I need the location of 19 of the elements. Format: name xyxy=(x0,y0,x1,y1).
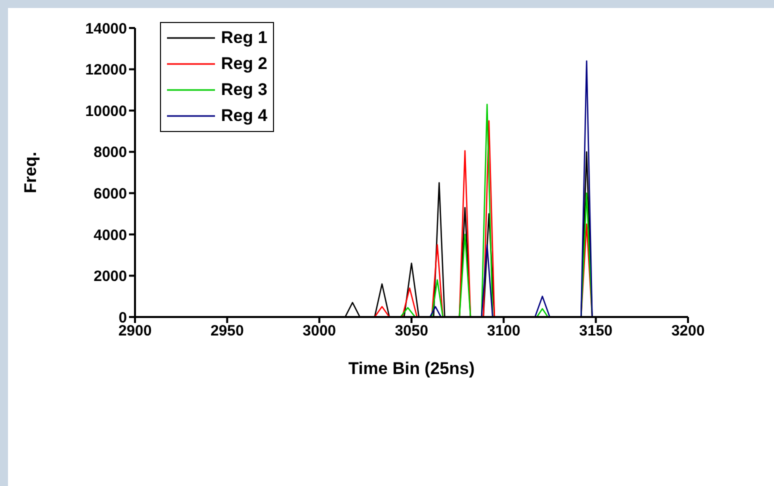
y-tick-label: 6000 xyxy=(94,185,127,202)
y-tick-label: 4000 xyxy=(94,226,127,244)
legend-label: Reg 4 xyxy=(221,106,268,126)
x-tick-label: 3100 xyxy=(486,322,520,340)
y-axis-title: Freq. xyxy=(21,152,40,194)
x-tick-label: 2950 xyxy=(210,322,244,340)
y-tick-label: 8000 xyxy=(94,144,127,162)
x-tick-label: 3150 xyxy=(579,322,613,340)
legend-label: Reg 1 xyxy=(221,28,268,48)
legend-label: Reg 2 xyxy=(221,54,268,74)
x-tick-label: 3050 xyxy=(394,322,428,340)
y-tick-label: 14000 xyxy=(85,20,127,38)
x-tick-label: 3200 xyxy=(671,322,705,340)
x-tick-label: 3000 xyxy=(302,322,336,340)
y-tick-label: 2000 xyxy=(94,268,127,286)
x-axis-title: Time Bin (25ns) xyxy=(348,359,475,378)
y-tick-label: 10000 xyxy=(85,102,127,120)
legend-label: Reg 3 xyxy=(221,80,268,100)
y-tick-label: 12000 xyxy=(85,62,127,79)
